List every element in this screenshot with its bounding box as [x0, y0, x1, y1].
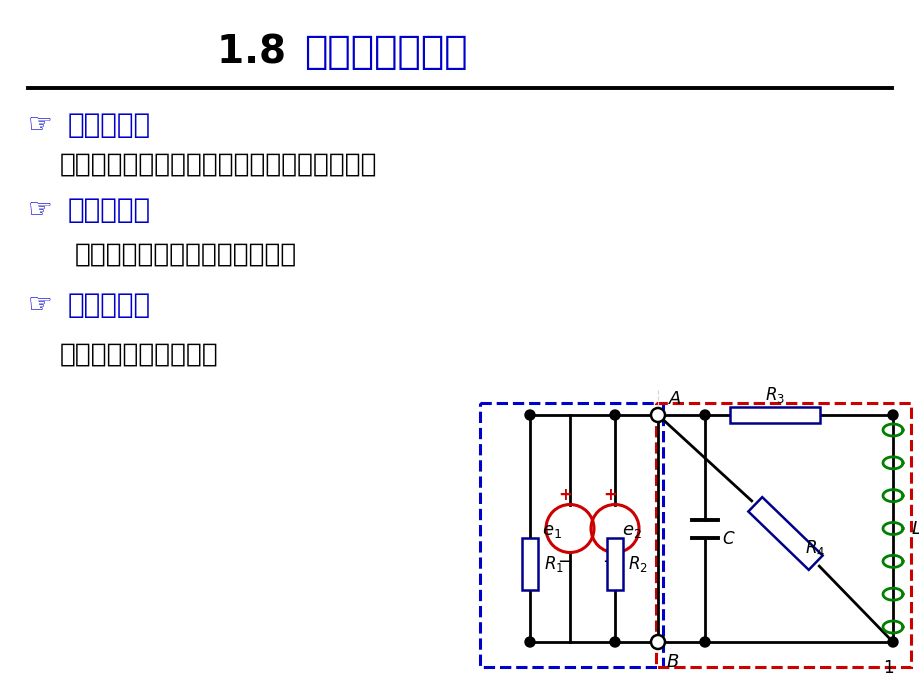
- Text: 1.8: 1.8: [217, 33, 300, 71]
- Text: $e_2$: $e_2$: [621, 522, 641, 540]
- Text: 有源网络：: 有源网络：: [68, 291, 151, 319]
- Bar: [607, 538, 622, 589]
- Text: 从网络中任意划出来的有两个引出端的网络。: 从网络中任意划出来的有两个引出端的网络。: [60, 152, 377, 178]
- Circle shape: [609, 410, 619, 420]
- Text: −: −: [602, 553, 617, 571]
- Text: ☞: ☞: [28, 111, 52, 139]
- Text: 无源网络：: 无源网络：: [68, 196, 151, 224]
- Circle shape: [699, 410, 709, 420]
- Circle shape: [651, 408, 664, 422]
- Text: 含有电源的二端网络。: 含有电源的二端网络。: [60, 342, 219, 368]
- Circle shape: [525, 410, 535, 420]
- Bar: [521, 538, 538, 589]
- Text: $R_1$: $R_1$: [543, 553, 563, 573]
- Text: $R_2$: $R_2$: [628, 553, 647, 573]
- Circle shape: [652, 637, 663, 647]
- Circle shape: [525, 637, 535, 647]
- Text: $R_4$: $R_4$: [805, 538, 825, 558]
- Circle shape: [699, 637, 709, 647]
- Circle shape: [887, 410, 897, 420]
- Text: $C$: $C$: [721, 529, 735, 547]
- Text: $L$: $L$: [910, 520, 919, 538]
- Polygon shape: [747, 497, 822, 570]
- Text: $B$: $B$: [665, 653, 678, 671]
- Text: ☞: ☞: [28, 291, 52, 319]
- Text: 二端网络的功率: 二端网络的功率: [303, 33, 467, 71]
- Text: ☞: ☞: [28, 196, 52, 224]
- Circle shape: [651, 635, 664, 649]
- Bar: [480, 403, 663, 667]
- Circle shape: [652, 410, 663, 420]
- Text: +: +: [558, 486, 572, 504]
- Text: $e_1$: $e_1$: [541, 522, 562, 540]
- Bar: [729, 407, 819, 423]
- Text: $R_3$: $R_3$: [765, 385, 784, 405]
- Circle shape: [887, 637, 897, 647]
- Circle shape: [609, 637, 619, 647]
- Text: 二端网络全部由无源元件组成。: 二端网络全部由无源元件组成。: [75, 242, 297, 268]
- Text: $A$: $A$: [667, 390, 681, 408]
- Text: +: +: [603, 486, 617, 504]
- Text: 二端网络：: 二端网络：: [68, 111, 151, 139]
- Bar: [655, 403, 910, 667]
- Text: 1: 1: [881, 659, 892, 677]
- Text: −: −: [557, 553, 572, 571]
